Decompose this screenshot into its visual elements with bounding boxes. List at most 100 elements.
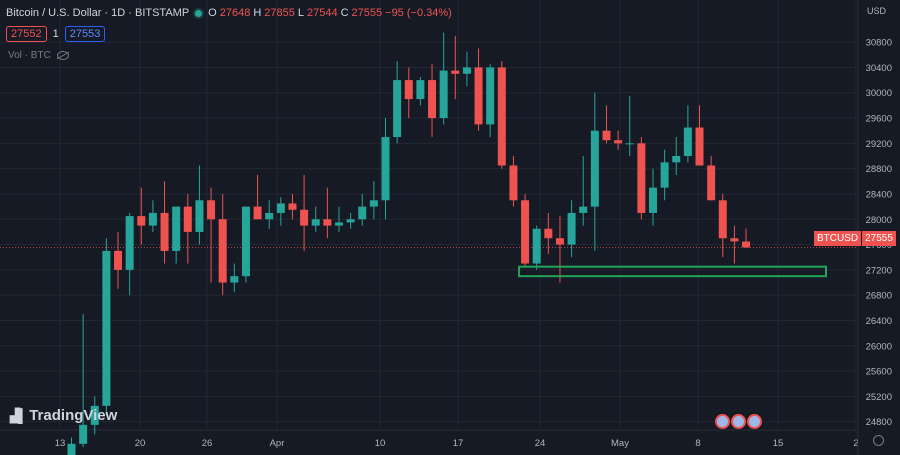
x-tick-label: 20 [135,438,146,449]
y-tick-label: 27200 [866,265,892,276]
y-tick-label: 26000 [866,341,892,352]
y-tick-label: 30000 [866,88,892,99]
candle-body[interactable] [509,165,518,201]
price-tag-symbol: BTCUSD [814,231,862,246]
volume-legend: Vol · BTC [8,50,69,61]
x-tick-label: 8 [695,438,700,449]
candle-body[interactable] [497,67,506,166]
logo-text: TradingView [29,407,118,424]
candle-body[interactable] [102,250,111,406]
candle-body[interactable] [67,443,76,455]
change-value: −95 (−0.34%) [385,7,452,19]
candle-body[interactable] [474,67,483,125]
candle-body[interactable] [183,206,192,232]
y-tick-label: 26800 [866,291,892,302]
candle-body[interactable] [462,67,471,74]
candle-body[interactable] [590,130,599,207]
y-tick-label: 29200 [866,139,892,150]
volume-label: Vol · BTC [8,50,51,61]
currency-selector[interactable]: USD [866,6,886,16]
candle-body[interactable] [288,203,297,210]
candle-body[interactable] [369,200,378,207]
candle-body[interactable] [230,276,239,283]
x-tick-label: 15 [773,438,784,449]
candle-body[interactable] [451,70,460,74]
candle-body[interactable] [428,80,437,119]
candle-body[interactable] [707,165,716,201]
candle-body[interactable] [718,200,727,239]
candle-body[interactable] [614,140,623,144]
candle-body[interactable] [195,200,204,232]
y-tick-label: 30400 [866,63,892,74]
candle-body[interactable] [579,206,588,213]
candle-body[interactable] [346,219,355,223]
us-flag-icon[interactable] [731,414,746,429]
candle-body[interactable] [300,209,309,226]
y-tick-label: 28000 [866,215,892,226]
candle-body[interactable] [265,212,274,220]
y-tick-label: 26400 [866,316,892,327]
us-flag-icon[interactable] [715,414,730,429]
candle-body[interactable] [137,216,146,226]
candle-body[interactable] [241,206,250,277]
y-tick-label: 24800 [866,417,892,428]
high-label: H [253,7,262,19]
candle-body[interactable] [695,127,704,166]
candle-body[interactable] [172,206,181,251]
candle-body[interactable] [521,200,530,264]
candle-body[interactable] [404,80,413,100]
candle-body[interactable] [544,228,553,239]
tradingview-logo[interactable]: ▟▌ TradingView [10,407,117,424]
tradingview-logo-icon: ▟▌ [10,407,27,423]
candle-body[interactable] [253,206,262,220]
candle-body[interactable] [637,143,646,213]
economic-events[interactable] [715,414,762,429]
candle-body[interactable] [416,80,425,100]
candle-body[interactable] [90,405,99,425]
candle-body[interactable] [730,238,739,242]
sell-price-button[interactable]: 27552 [6,26,47,42]
close-label: C [340,7,349,19]
candle-body[interactable] [114,250,123,270]
high-value: 27855 [264,7,295,19]
candle-body[interactable] [160,212,169,251]
open-label: O [208,7,217,19]
candle-body[interactable] [125,216,134,270]
candle-body[interactable] [79,424,88,444]
candle-body[interactable] [742,241,751,248]
y-tick-label: 28800 [866,164,892,175]
candle-body[interactable] [683,127,692,157]
candle-body[interactable] [311,219,320,226]
candle-body[interactable] [334,222,343,226]
candle-body[interactable] [148,212,157,226]
candle-body[interactable] [323,219,332,226]
us-flag-icon[interactable] [747,414,762,429]
candle-body[interactable] [486,67,495,125]
x-tick-label: 17 [453,438,464,449]
candle-body[interactable] [625,143,634,145]
x-tick-label: Apr [270,438,285,449]
low-label: L [297,7,304,19]
candle-body[interactable] [555,238,564,245]
support-zone-rect[interactable] [518,265,827,278]
buy-price-button[interactable]: 27553 [64,26,106,42]
candle-body[interactable] [567,212,576,245]
market-status-icon [195,9,203,17]
candle-body[interactable] [393,80,402,138]
candle-body[interactable] [218,219,227,283]
candle-body[interactable] [276,203,285,213]
candle-body[interactable] [358,206,367,220]
settings-gear-icon[interactable] [873,435,884,446]
candle-body[interactable] [602,130,611,141]
eye-off-icon[interactable] [56,51,69,60]
candle-body[interactable] [381,137,390,201]
candle-body[interactable] [660,162,669,188]
x-tick-label: 26 [202,438,213,449]
candle-body[interactable] [649,187,657,213]
candle-body[interactable] [207,200,216,220]
candle-body[interactable] [672,156,681,163]
candle-body[interactable] [439,70,448,119]
symbol-title[interactable]: Bitcoin / U.S. Dollar · 1D · BITSTAMP [6,7,190,19]
candle-body[interactable] [532,228,541,264]
